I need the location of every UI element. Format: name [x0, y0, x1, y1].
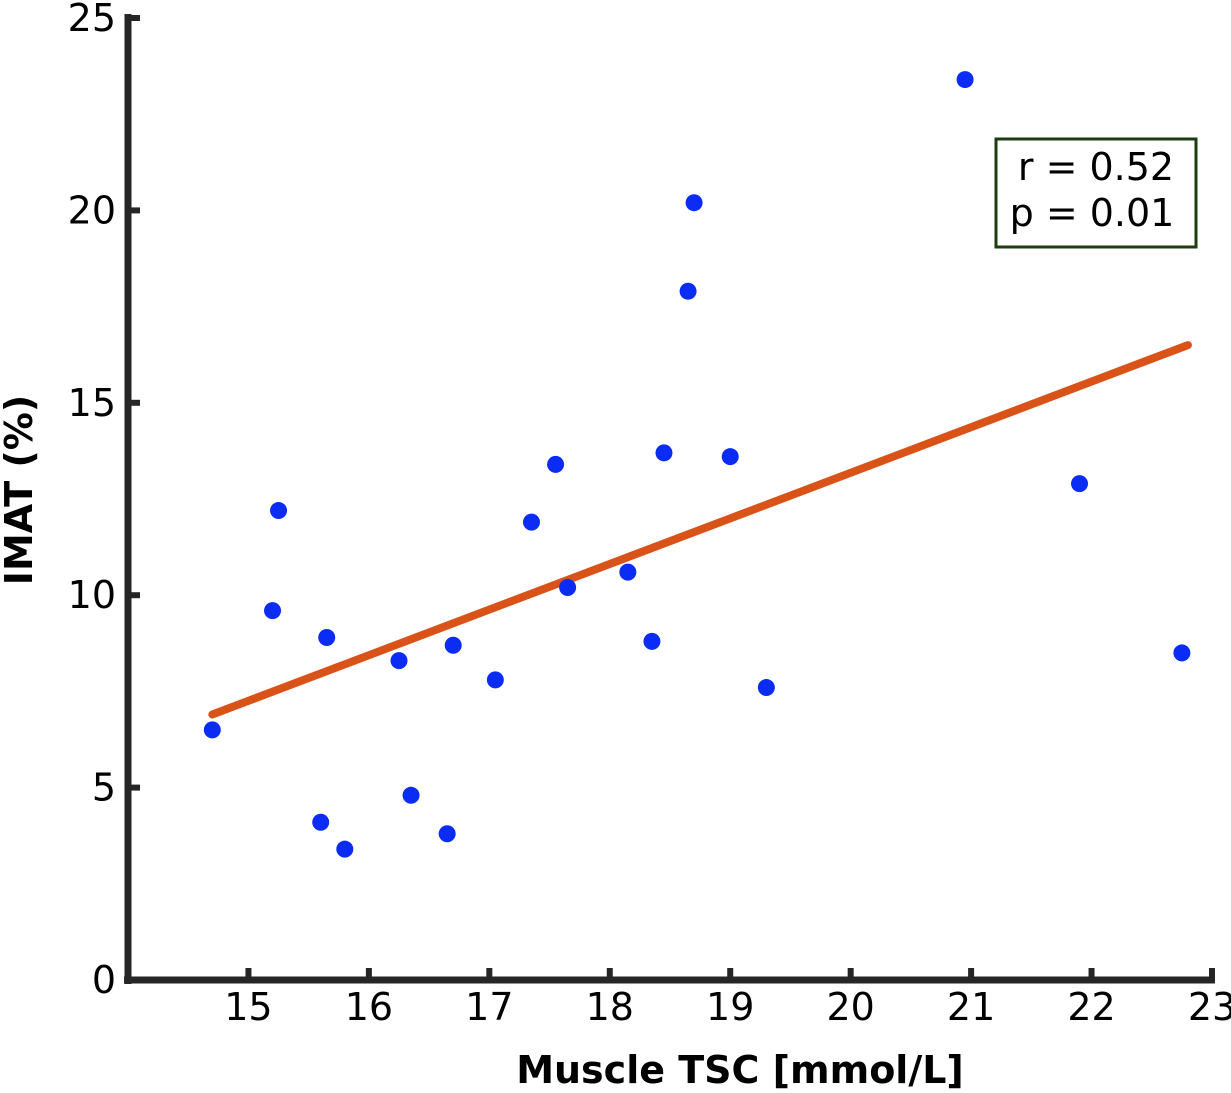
ticks-layer: 15 16 17 18 19 20 21 22 23 0 5 10 15 20 25 [68, 0, 1231, 1029]
x-tick-label: 15 [224, 985, 272, 1029]
data-point [679, 282, 697, 300]
data-point [390, 652, 408, 670]
annotation-box [994, 137, 1198, 249]
regression-line [208, 341, 1192, 719]
axes-layer [124, 14, 1215, 984]
stats-annotation: r = 0.52 p = 0.01 [994, 137, 1198, 249]
x-tick-label: 19 [706, 985, 754, 1029]
data-point [312, 813, 330, 831]
data-point [336, 840, 354, 858]
x-tick-label: 20 [826, 985, 874, 1029]
regression-line-layer [208, 341, 1192, 719]
data-point [643, 632, 661, 650]
x-tick-label: 23 [1188, 985, 1231, 1029]
x-tick-label: 21 [947, 985, 995, 1029]
y-axis-title: IMAT (%) [0, 395, 41, 585]
data-point [757, 679, 775, 697]
x-tick-label: 16 [345, 985, 393, 1029]
data-point [444, 636, 462, 654]
data-point [1071, 475, 1089, 493]
y-tick-label: 25 [68, 0, 116, 40]
data-point [685, 194, 703, 212]
data-point [203, 721, 221, 739]
data-point [438, 825, 456, 843]
annotation-r-value: r = 0.52 [1018, 145, 1174, 189]
x-tick-label: 17 [465, 985, 513, 1029]
data-point [1173, 644, 1191, 662]
data-point [318, 629, 336, 647]
y-tick-label: 20 [68, 188, 116, 232]
data-point [721, 448, 739, 466]
y-tick-label: 15 [68, 381, 116, 425]
data-point [619, 563, 637, 581]
data-point [264, 602, 282, 620]
data-point [522, 513, 540, 531]
x-tick-label: 18 [586, 985, 634, 1029]
points-layer [203, 71, 1191, 858]
y-tick-label: 5 [92, 766, 116, 810]
y-tick-label: 0 [92, 958, 116, 1002]
data-point [655, 444, 673, 462]
data-point [402, 786, 420, 804]
y-tick-label: 10 [68, 573, 116, 617]
data-point [547, 455, 565, 473]
data-point [270, 502, 288, 520]
annotation-p-value: p = 0.01 [1010, 191, 1175, 235]
data-point [956, 71, 974, 89]
x-axis-title: Muscle TSC [mmol/L] [516, 1048, 964, 1092]
data-point [486, 671, 504, 689]
data-point [559, 579, 577, 597]
x-tick-label: 22 [1067, 985, 1115, 1029]
